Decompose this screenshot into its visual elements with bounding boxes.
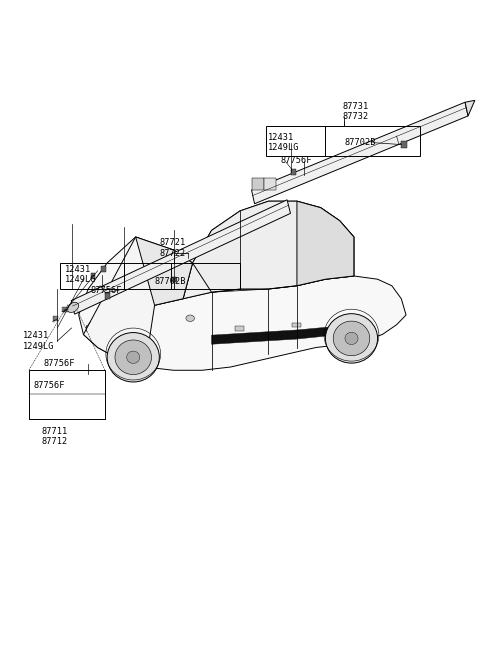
- Bar: [266, 127, 420, 155]
- Text: 12431
1249LG: 12431 1249LG: [64, 265, 96, 284]
- Bar: [264, 178, 276, 190]
- Ellipse shape: [345, 332, 358, 344]
- Bar: [291, 169, 296, 175]
- Text: 87702B: 87702B: [344, 138, 376, 147]
- Polygon shape: [252, 102, 468, 204]
- Polygon shape: [212, 325, 354, 344]
- Bar: [53, 316, 58, 321]
- Bar: [401, 141, 407, 148]
- Text: 87756F: 87756F: [280, 156, 312, 165]
- Polygon shape: [192, 201, 354, 292]
- Ellipse shape: [127, 351, 140, 363]
- Bar: [171, 277, 176, 283]
- Text: 87721
87722: 87721 87722: [159, 238, 186, 258]
- Bar: [235, 326, 244, 331]
- Text: 12431
1249LG: 12431 1249LG: [23, 331, 54, 351]
- Ellipse shape: [325, 314, 378, 363]
- Bar: [101, 266, 106, 272]
- Polygon shape: [71, 200, 290, 314]
- Text: 87756F: 87756F: [34, 380, 65, 390]
- Ellipse shape: [333, 321, 370, 356]
- Text: 87756F: 87756F: [91, 286, 122, 295]
- Text: 87711
87712: 87711 87712: [42, 427, 68, 446]
- Ellipse shape: [107, 333, 159, 382]
- Text: 87731
87732: 87731 87732: [342, 102, 368, 121]
- Bar: [62, 306, 68, 312]
- Polygon shape: [297, 201, 354, 286]
- Bar: [60, 263, 240, 289]
- Bar: [252, 178, 264, 190]
- Bar: [105, 293, 109, 298]
- Bar: [91, 274, 96, 279]
- Ellipse shape: [186, 315, 194, 321]
- Ellipse shape: [67, 302, 79, 312]
- Polygon shape: [79, 237, 406, 370]
- Polygon shape: [183, 201, 354, 298]
- Bar: [292, 323, 301, 327]
- Polygon shape: [84, 237, 192, 367]
- Polygon shape: [136, 237, 192, 305]
- Text: 87702B: 87702B: [155, 277, 186, 285]
- Text: 87756F: 87756F: [43, 359, 74, 368]
- Polygon shape: [465, 100, 475, 116]
- Ellipse shape: [115, 340, 152, 375]
- Bar: [29, 370, 105, 419]
- Text: 12431
1249LG: 12431 1249LG: [267, 133, 299, 152]
